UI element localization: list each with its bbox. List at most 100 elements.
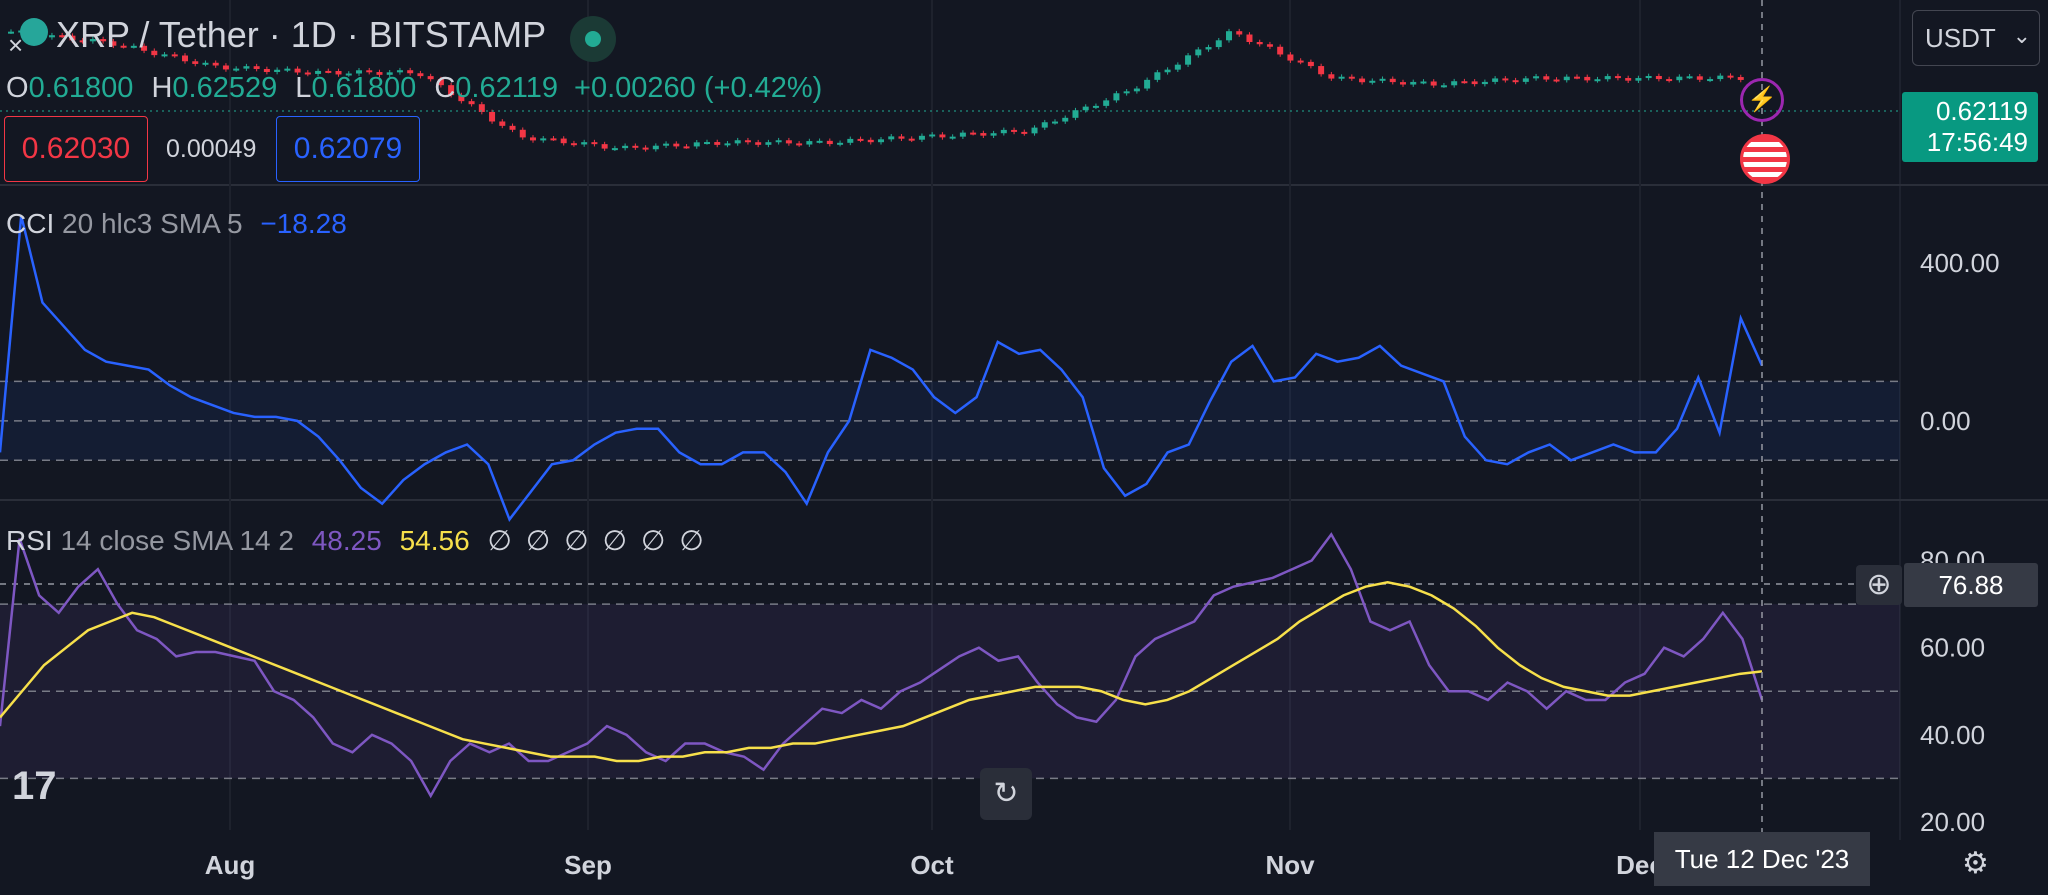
symbol-title[interactable]: XRP / Tether · 1D · BITSTAMP [56, 14, 547, 55]
spread-value: 0.00049 [166, 135, 257, 163]
candle [478, 104, 485, 112]
candle [69, 35, 76, 41]
candle [212, 62, 219, 66]
ohlc-readout: O0.61800 H0.62529 L0.61800 C0.62119 +0.0… [6, 72, 823, 104]
us-flag-icon[interactable] [1740, 134, 1790, 184]
candle [581, 142, 588, 145]
candle [110, 41, 117, 46]
candle [1205, 47, 1212, 50]
candle [775, 140, 782, 143]
candle [1041, 122, 1048, 128]
candle [1481, 81, 1488, 85]
candle [356, 70, 362, 74]
candle [366, 70, 373, 73]
candle [1031, 127, 1038, 134]
candle [1185, 55, 1192, 65]
candle [345, 73, 352, 76]
candle [396, 70, 403, 73]
candle [1195, 49, 1202, 56]
candle [407, 70, 414, 74]
chevron-down-icon: ⌄ [2012, 23, 2031, 48]
candle [1307, 61, 1314, 67]
candle [509, 125, 516, 130]
candle [1707, 79, 1714, 82]
candle [222, 65, 229, 70]
candle [1471, 81, 1478, 85]
close-icon[interactable]: × [8, 30, 24, 60]
candle [1502, 78, 1509, 81]
candle [530, 137, 536, 141]
candle [1144, 79, 1151, 89]
candle [826, 140, 833, 145]
candle [1696, 76, 1703, 80]
candle [458, 95, 465, 102]
rsi-y-tick: 60.00 [1920, 633, 1985, 663]
sell-button[interactable]: 0.62030 [4, 116, 148, 182]
candle [1021, 131, 1028, 134]
candle [161, 54, 168, 57]
candle [1369, 80, 1376, 83]
candle [48, 35, 55, 38]
live-dot-icon [570, 16, 616, 62]
candle [151, 50, 158, 56]
candle [192, 61, 199, 64]
candle [1666, 79, 1673, 82]
candle [1154, 72, 1161, 80]
candle [1543, 76, 1550, 80]
candle [970, 132, 977, 135]
candle [591, 142, 598, 145]
candle [1533, 76, 1540, 79]
candle [1420, 81, 1427, 84]
candle [939, 134, 946, 138]
cci-legend[interactable]: CCI 20 hlc3 SMA 5 −18.28 [6, 208, 347, 239]
reset-icon[interactable]: ↻ [980, 768, 1032, 820]
candle [1563, 76, 1570, 81]
candle [335, 70, 342, 75]
currency-select[interactable]: USDT ⌄ [1912, 10, 2040, 66]
buy-button[interactable]: 0.62079 [276, 116, 420, 182]
candle [284, 68, 291, 71]
candle [949, 136, 956, 139]
candle [734, 140, 741, 144]
candle [1328, 74, 1335, 79]
candle [1072, 110, 1079, 118]
candle [765, 142, 772, 145]
rsi-legend[interactable]: RSI 14 close SMA 14 2 48.25 54.56 ∅∅∅∅∅∅ [6, 525, 718, 556]
tradingview-logo: 17 [12, 764, 57, 808]
lightning-icon[interactable]: ⚡ [1740, 78, 1784, 122]
candle [1348, 76, 1355, 79]
candle [1011, 129, 1018, 132]
candle [1318, 66, 1325, 75]
rsi-series-rsi [0, 532, 1764, 799]
rsi-crosshair-value: 76.88 [1904, 563, 2038, 607]
crosshair-date: Tue 12 Dec '23 [1654, 832, 1870, 886]
settings-icon[interactable]: ⚙ [1962, 847, 1989, 880]
cci-line [0, 215, 1764, 522]
candle [427, 76, 434, 80]
candle [878, 139, 884, 143]
candle [1062, 117, 1069, 122]
x-tick-label-oct: Oct [910, 850, 954, 880]
candle [1000, 129, 1007, 134]
candle [1338, 76, 1345, 79]
candle [79, 40, 86, 43]
candle [182, 55, 188, 62]
candle [1574, 76, 1580, 79]
candle [100, 39, 107, 42]
candle [1226, 31, 1232, 41]
candle [141, 45, 148, 51]
candle [1625, 78, 1632, 81]
candle [1635, 78, 1642, 81]
candle [1256, 42, 1263, 45]
candle [120, 45, 127, 48]
candle [990, 133, 997, 136]
candle [837, 142, 844, 145]
candle [683, 146, 690, 149]
candle [1174, 64, 1181, 70]
candle [560, 138, 567, 144]
candle [755, 142, 762, 145]
plus-circle-icon[interactable]: ⊕ [1856, 565, 1902, 605]
candle [386, 72, 393, 75]
candle [1052, 121, 1058, 124]
candle [1123, 91, 1130, 94]
